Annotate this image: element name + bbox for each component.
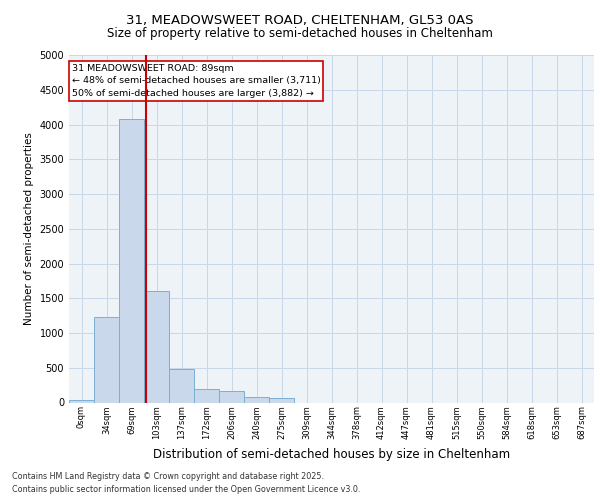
- Bar: [219, 392, 244, 402]
- Text: Contains public sector information licensed under the Open Government Licence v3: Contains public sector information licen…: [12, 486, 361, 494]
- Bar: [169, 369, 194, 402]
- Bar: [69, 400, 94, 402]
- Bar: [269, 398, 294, 402]
- Text: Contains HM Land Registry data © Crown copyright and database right 2025.: Contains HM Land Registry data © Crown c…: [12, 472, 324, 481]
- X-axis label: Distribution of semi-detached houses by size in Cheltenham: Distribution of semi-detached houses by …: [153, 448, 510, 460]
- Bar: [194, 388, 219, 402]
- Bar: [144, 292, 169, 403]
- Bar: [244, 397, 269, 402]
- Bar: [94, 317, 119, 402]
- Text: Size of property relative to semi-detached houses in Cheltenham: Size of property relative to semi-detach…: [107, 28, 493, 40]
- Y-axis label: Number of semi-detached properties: Number of semi-detached properties: [24, 132, 34, 325]
- Bar: [119, 119, 144, 403]
- Text: 31 MEADOWSWEET ROAD: 89sqm
← 48% of semi-detached houses are smaller (3,711)
50%: 31 MEADOWSWEET ROAD: 89sqm ← 48% of semi…: [71, 64, 320, 98]
- Text: 31, MEADOWSWEET ROAD, CHELTENHAM, GL53 0AS: 31, MEADOWSWEET ROAD, CHELTENHAM, GL53 0…: [126, 14, 474, 27]
